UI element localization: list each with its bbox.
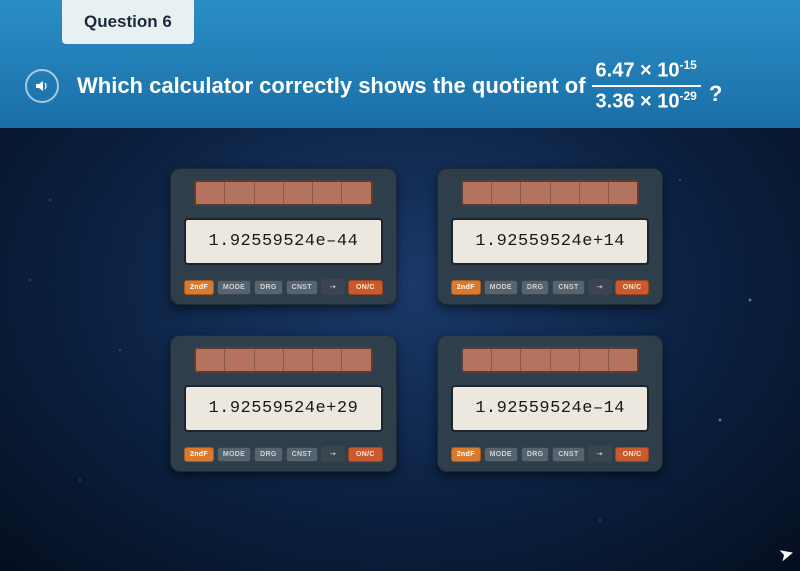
- calculator-choice-3[interactable]: 1.92559524e+29 2ndF MODE DRG CNST ➝ ON/C: [170, 335, 397, 472]
- calc-btn-mode: MODE: [484, 280, 518, 295]
- calculator-display: 1.92559524e+29: [184, 385, 383, 432]
- solar-panel: [194, 180, 373, 206]
- calc-btn-arrow: ➝: [321, 279, 345, 295]
- calc-btn-cnst: CNST: [286, 447, 318, 462]
- calc-btn-2ndf: 2ndF: [184, 280, 214, 295]
- prompt-area: Which calculator correctly shows the quo…: [0, 44, 800, 123]
- calc-btn-cnst: CNST: [286, 280, 318, 295]
- calc-btn-cnst: CNST: [552, 280, 584, 295]
- solar-panel: [194, 347, 373, 373]
- calc-btn-drg: DRG: [254, 447, 282, 462]
- calculator-display: 1.92559524e+14: [451, 218, 650, 265]
- calc-btn-drg: DRG: [521, 447, 549, 462]
- calc-btn-onc: ON/C: [348, 447, 383, 462]
- calc-btn-drg: DRG: [254, 280, 282, 295]
- calc-btn-mode: MODE: [217, 280, 251, 295]
- question-number-tab: Question 6: [62, 0, 194, 44]
- fraction: 6.47 × 10-15 3.36 × 10-29: [592, 58, 701, 113]
- calc-btn-arrow: ➝: [588, 446, 612, 462]
- speaker-icon[interactable]: [25, 69, 59, 103]
- question-header: Question 6 Which calculator correctly sh…: [0, 0, 800, 128]
- question-mark: ?: [709, 81, 722, 113]
- calculator-buttons: 2ndF MODE DRG CNST ➝ ON/C: [451, 279, 650, 295]
- calculator-choice-4[interactable]: 1.92559524e–14 2ndF MODE DRG CNST ➝ ON/C: [437, 335, 664, 472]
- calc-btn-arrow: ➝: [321, 446, 345, 462]
- calc-btn-drg: DRG: [521, 280, 549, 295]
- answer-choices-grid: 1.92559524e–44 2ndF MODE DRG CNST ➝ ON/C…: [0, 128, 800, 492]
- calculator-display: 1.92559524e–44: [184, 218, 383, 265]
- calculator-choice-2[interactable]: 1.92559524e+14 2ndF MODE DRG CNST ➝ ON/C: [437, 168, 664, 305]
- numerator: 6.47 × 10-15: [592, 58, 701, 85]
- calculator-buttons: 2ndF MODE DRG CNST ➝ ON/C: [184, 446, 383, 462]
- calc-btn-mode: MODE: [217, 447, 251, 462]
- calculator-buttons: 2ndF MODE DRG CNST ➝ ON/C: [451, 446, 650, 462]
- solar-panel: [461, 347, 640, 373]
- solar-panel: [461, 180, 640, 206]
- calc-btn-arrow: ➝: [588, 279, 612, 295]
- prompt-prefix: Which calculator correctly shows the quo…: [77, 73, 586, 99]
- calculator-display: 1.92559524e–14: [451, 385, 650, 432]
- calc-btn-cnst: CNST: [552, 447, 584, 462]
- denominator: 3.36 × 10-29: [592, 85, 701, 114]
- calc-btn-2ndf: 2ndF: [451, 280, 481, 295]
- calculator-buttons: 2ndF MODE DRG CNST ➝ ON/C: [184, 279, 383, 295]
- calc-btn-2ndf: 2ndF: [451, 447, 481, 462]
- calc-btn-onc: ON/C: [615, 447, 650, 462]
- calc-btn-onc: ON/C: [615, 280, 650, 295]
- calc-btn-mode: MODE: [484, 447, 518, 462]
- calc-btn-2ndf: 2ndF: [184, 447, 214, 462]
- prompt-text: Which calculator correctly shows the quo…: [77, 58, 722, 113]
- calculator-choice-1[interactable]: 1.92559524e–44 2ndF MODE DRG CNST ➝ ON/C: [170, 168, 397, 305]
- calc-btn-onc: ON/C: [348, 280, 383, 295]
